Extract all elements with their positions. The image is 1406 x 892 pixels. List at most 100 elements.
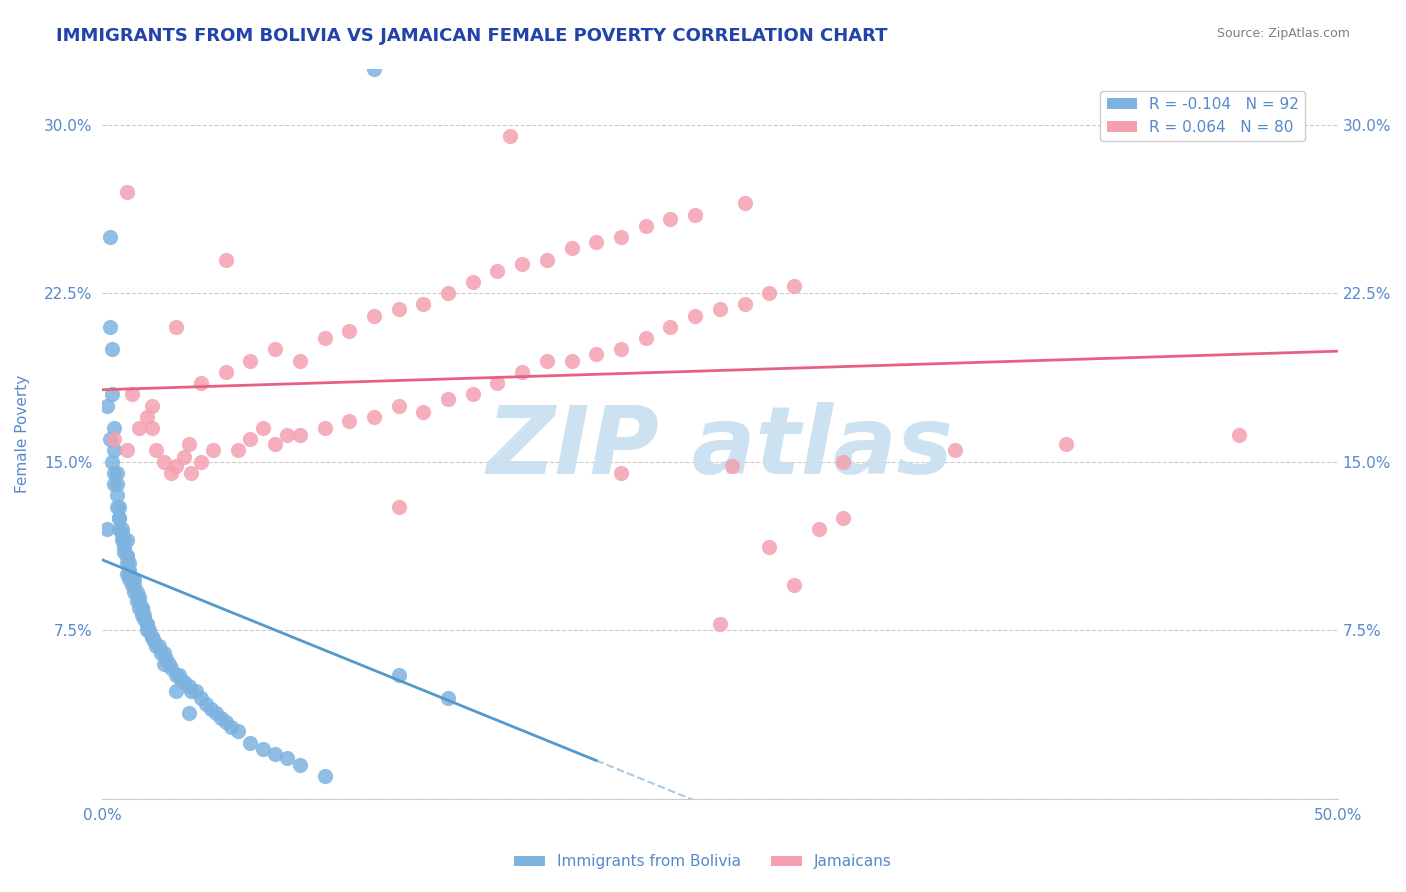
Point	[112, 544, 135, 558]
Text: IMMIGRANTS FROM BOLIVIA VS JAMAICAN FEMALE POVERTY CORRELATION CHART: IMMIGRANTS FROM BOLIVIA VS JAMAICAN FEMA…	[56, 27, 887, 45]
Point	[363, 309, 385, 323]
Point	[758, 540, 780, 554]
Point	[115, 549, 138, 563]
Text: Source: ZipAtlas.com: Source: ZipAtlas.com	[1216, 27, 1350, 40]
Point	[111, 533, 134, 548]
Point	[683, 208, 706, 222]
Point	[111, 522, 134, 536]
Point	[499, 128, 522, 143]
Point	[634, 219, 657, 233]
Point	[98, 319, 121, 334]
Point	[121, 572, 143, 586]
Point	[155, 652, 177, 666]
Point	[173, 674, 195, 689]
Point	[561, 241, 583, 255]
Point	[363, 62, 385, 76]
Point	[141, 399, 163, 413]
Point	[461, 387, 484, 401]
Point	[437, 392, 460, 406]
Point	[190, 690, 212, 705]
Point	[118, 572, 141, 586]
Point	[115, 185, 138, 199]
Point	[219, 720, 242, 734]
Point	[103, 432, 125, 446]
Point	[165, 459, 187, 474]
Point	[115, 549, 138, 563]
Point	[141, 421, 163, 435]
Point	[173, 450, 195, 465]
Point	[160, 466, 183, 480]
Point	[170, 673, 193, 687]
Point	[200, 702, 222, 716]
Point	[252, 421, 274, 435]
Point	[314, 769, 336, 783]
Point	[239, 432, 262, 446]
Point	[167, 668, 190, 682]
Point	[610, 343, 633, 357]
Point	[363, 409, 385, 424]
Point	[412, 405, 434, 419]
Point	[683, 309, 706, 323]
Point	[121, 578, 143, 592]
Point	[388, 399, 411, 413]
Point	[252, 742, 274, 756]
Point	[148, 639, 170, 653]
Point	[634, 331, 657, 345]
Point	[134, 607, 156, 622]
Point	[153, 657, 176, 671]
Point	[288, 758, 311, 772]
Point	[388, 500, 411, 514]
Point	[202, 443, 225, 458]
Point	[1227, 427, 1250, 442]
Point	[215, 715, 238, 730]
Point	[388, 668, 411, 682]
Point	[180, 684, 202, 698]
Point	[105, 488, 128, 502]
Point	[128, 600, 150, 615]
Point	[122, 585, 145, 599]
Point	[190, 376, 212, 390]
Point	[1054, 436, 1077, 450]
Point	[832, 511, 855, 525]
Point	[115, 443, 138, 458]
Point	[115, 567, 138, 582]
Point	[135, 616, 157, 631]
Point	[177, 680, 200, 694]
Point	[128, 421, 150, 435]
Point	[108, 511, 131, 525]
Point	[610, 230, 633, 244]
Point	[337, 414, 360, 428]
Point	[388, 301, 411, 316]
Point	[128, 594, 150, 608]
Point	[121, 572, 143, 586]
Point	[153, 455, 176, 469]
Point	[121, 387, 143, 401]
Point	[190, 455, 212, 469]
Point	[536, 252, 558, 267]
Point	[314, 331, 336, 345]
Point	[150, 646, 173, 660]
Point	[226, 724, 249, 739]
Point	[96, 399, 118, 413]
Legend: Immigrants from Bolivia, Jamaicans: Immigrants from Bolivia, Jamaicans	[508, 848, 898, 875]
Point	[145, 443, 167, 458]
Point	[437, 690, 460, 705]
Point	[709, 616, 731, 631]
Point	[103, 421, 125, 435]
Point	[734, 196, 756, 211]
Point	[141, 630, 163, 644]
Point	[138, 624, 160, 638]
Point	[314, 421, 336, 435]
Point	[585, 235, 607, 249]
Point	[165, 319, 187, 334]
Point	[103, 443, 125, 458]
Point	[585, 347, 607, 361]
Point	[194, 698, 217, 712]
Point	[101, 343, 124, 357]
Point	[103, 466, 125, 480]
Point	[276, 427, 298, 442]
Point	[288, 427, 311, 442]
Point	[96, 522, 118, 536]
Point	[659, 319, 682, 334]
Point	[486, 376, 509, 390]
